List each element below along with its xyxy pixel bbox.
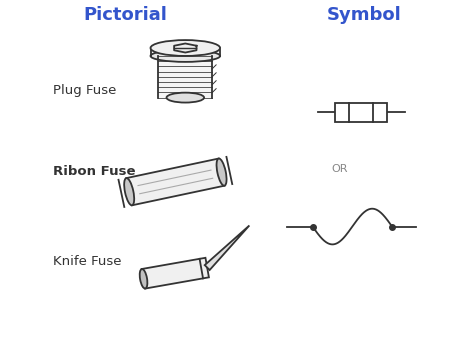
Text: Ribon Fuse: Ribon Fuse (53, 166, 136, 179)
Polygon shape (205, 225, 249, 270)
Text: OR: OR (331, 164, 347, 174)
Text: Symbol: Symbol (327, 6, 401, 24)
Polygon shape (126, 159, 225, 205)
Polygon shape (142, 258, 209, 289)
Ellipse shape (151, 40, 220, 56)
Text: Plug Fuse: Plug Fuse (53, 84, 117, 97)
Ellipse shape (151, 50, 220, 62)
FancyBboxPatch shape (158, 56, 212, 97)
Text: Pictorial: Pictorial (84, 6, 168, 24)
Ellipse shape (124, 178, 134, 205)
Bar (336, 103, 387, 122)
Text: Knife Fuse: Knife Fuse (53, 255, 122, 268)
Ellipse shape (140, 269, 147, 289)
Ellipse shape (166, 93, 204, 103)
Ellipse shape (217, 158, 227, 186)
